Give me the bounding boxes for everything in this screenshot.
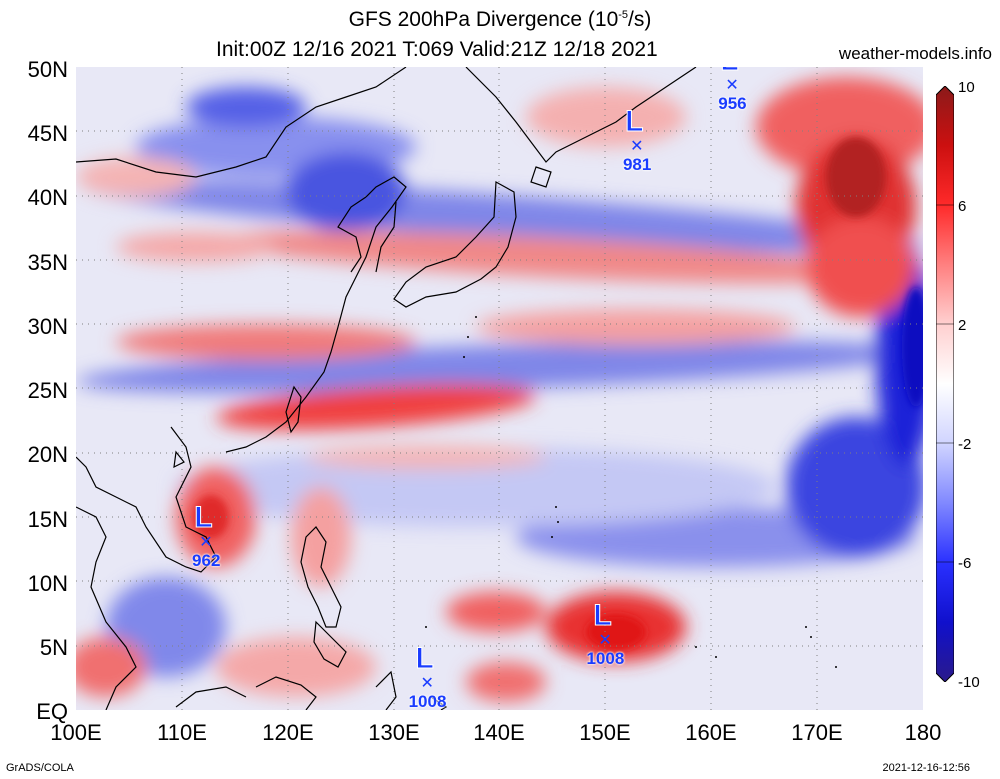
low-pressure-value: 962 <box>192 550 221 570</box>
lon-label-130e: 130E <box>368 720 420 745</box>
lon-label-160e: 160E <box>685 720 737 745</box>
low-symbol: L <box>625 104 644 138</box>
lon-label-180: 180 <box>904 720 942 745</box>
lon-label-150e: 150E <box>579 720 631 745</box>
lat-label-50n: 50N <box>27 57 68 82</box>
site-label: weather-models.info <box>838 44 992 63</box>
colorbar-label-neg6: -6 <box>958 555 972 572</box>
low-symbol: L <box>720 67 739 76</box>
colorbar <box>936 86 954 682</box>
colorbar-label-6: 6 <box>958 198 967 215</box>
lat-label-5n: 5N <box>39 635 68 660</box>
title-exponent: -5 <box>618 9 629 21</box>
low-symbol: L <box>415 642 434 676</box>
low-symbol: L <box>593 598 612 632</box>
low-center-icon: ✕ <box>725 75 739 95</box>
lat-label-45n: 45N <box>27 121 68 146</box>
colorbar-label-neg2: -2 <box>958 436 972 453</box>
lat-label-15n: 15N <box>27 507 68 532</box>
lon-label-120e: 120E <box>262 720 314 745</box>
lat-label-eq: EQ <box>36 699 68 724</box>
coastlines <box>76 67 697 710</box>
lat-label-30n: 30N <box>27 314 68 339</box>
lon-label-140e: 140E <box>473 720 525 745</box>
colorbar-label-2: 2 <box>958 317 967 334</box>
footer-software: GrADS/COLA <box>6 762 74 774</box>
lon-label-170e: 170E <box>791 720 843 745</box>
lat-label-40n: 40N <box>27 185 68 210</box>
map-canvas <box>76 67 923 710</box>
lat-label-35n: 35N <box>27 250 68 275</box>
colorbar-ramp <box>936 86 954 682</box>
low-pressure-value: 956 <box>718 94 747 114</box>
divergence-field <box>76 77 923 702</box>
low-center-icon: ✕ <box>598 629 612 649</box>
lat-label-10n: 10N <box>27 571 68 596</box>
footer-timestamp: 2021-12-16-12:56 <box>882 762 970 774</box>
colorbar-label-neg10: -10 <box>958 674 980 691</box>
low-symbol: L <box>194 500 213 534</box>
low-pressure-value: 1008 <box>586 648 625 668</box>
low-center-icon: ✕ <box>630 135 644 155</box>
lat-label-25n: 25N <box>27 378 68 403</box>
lon-label-100e: 100E <box>50 720 102 745</box>
low-center-icon: ✕ <box>199 531 213 551</box>
lat-label-20n: 20N <box>27 442 68 467</box>
map-title: GFS 200hPa Divergence (10-5/s) <box>348 8 652 31</box>
map-subtitle: Init:00Z 12/16 2021 T:069 Valid:21Z 12/1… <box>216 38 658 61</box>
low-pressure-value: 1008 <box>408 692 447 710</box>
lon-label-110e: 110E <box>157 720 207 745</box>
low-pressure-value: 981 <box>622 154 652 174</box>
island-dots <box>425 316 837 668</box>
low-center-icon: ✕ <box>420 673 434 693</box>
colorbar-label-10: 10 <box>958 79 975 96</box>
